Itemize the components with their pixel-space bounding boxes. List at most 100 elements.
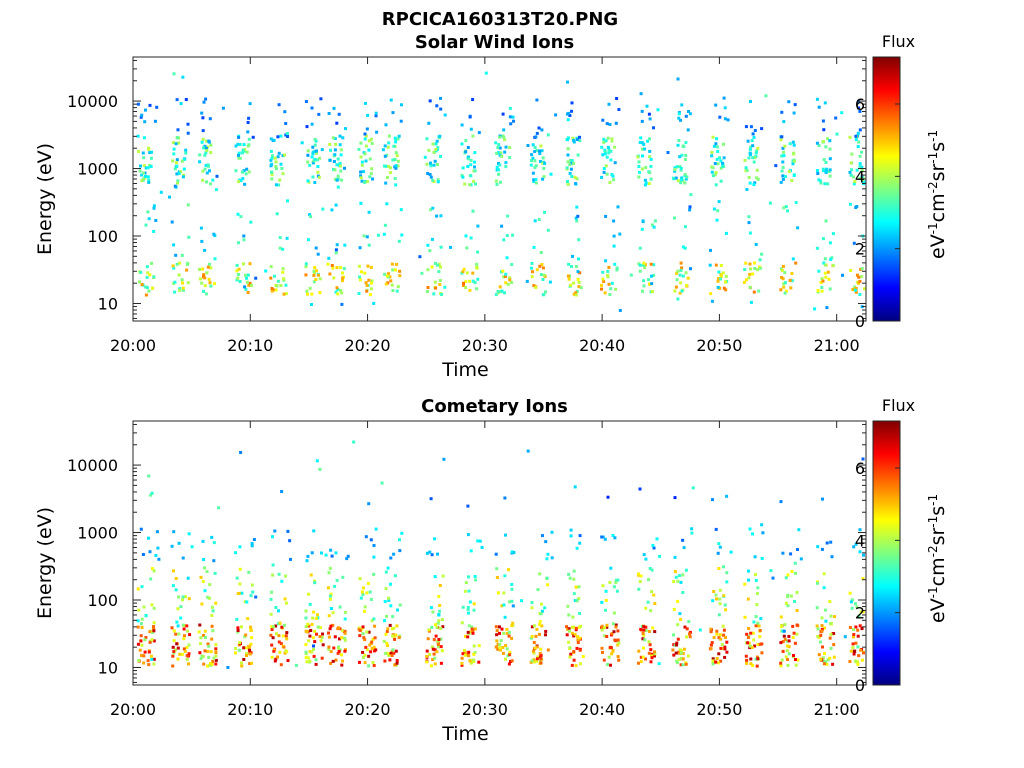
heatmap-cell — [755, 176, 759, 180]
heatmap-cell — [389, 556, 393, 560]
heatmap-cell — [462, 267, 466, 271]
heatmap-cell — [779, 180, 783, 184]
heatmap-cell — [746, 139, 750, 143]
heatmap-cell — [681, 538, 685, 542]
heatmap-cell — [391, 111, 395, 115]
heatmap-cell — [477, 131, 481, 135]
heatmap-cell — [717, 277, 721, 280]
heatmap-cell — [202, 558, 206, 561]
heatmap-cell — [249, 628, 253, 632]
heatmap-cell — [616, 629, 620, 633]
heatmap-cell — [652, 225, 656, 229]
heatmap-cell — [505, 631, 509, 635]
heatmap-cell — [643, 147, 647, 151]
heatmap-cell — [721, 624, 725, 628]
heatmap-cell — [576, 153, 580, 157]
heatmap-cell — [761, 531, 765, 535]
heatmap-cell — [336, 174, 340, 178]
heatmap-cell — [569, 652, 573, 656]
heatmap-cell — [311, 152, 315, 156]
heatmap-cell — [467, 611, 470, 615]
unit-base: cm — [927, 193, 949, 222]
heatmap-cell — [312, 654, 316, 658]
heatmap-cell — [310, 155, 314, 159]
colorbar-tick-label: 4 — [855, 531, 865, 550]
heatmap-cell — [538, 149, 541, 153]
heatmap-cell — [206, 265, 210, 269]
heatmap-cell — [203, 167, 207, 171]
heatmap-cell — [172, 152, 176, 156]
heatmap-cell — [534, 285, 538, 289]
heatmap-cell — [820, 289, 824, 293]
heatmap-cell — [341, 276, 345, 280]
heatmap-cell — [209, 662, 212, 665]
heatmap-cell — [709, 248, 712, 252]
heatmap-cell — [146, 166, 150, 170]
heatmap-cell — [824, 145, 828, 149]
heatmap-cell — [828, 168, 832, 172]
heatmap-cell — [712, 590, 716, 593]
heatmap-cell — [829, 633, 833, 636]
heatmap-cell — [139, 115, 143, 119]
heatmap-cell — [462, 284, 466, 287]
heatmap-cell — [138, 648, 142, 652]
heatmap-cell — [791, 635, 795, 639]
heatmap-cell — [395, 624, 399, 628]
heatmap-cell — [615, 589, 619, 593]
heatmap-cell — [606, 145, 610, 149]
heatmap-cell — [530, 261, 534, 265]
heatmap-cell — [572, 281, 576, 285]
heatmap-cell — [305, 125, 309, 129]
heatmap-cell — [286, 135, 289, 138]
heatmap-cell — [480, 546, 484, 549]
heatmap-cell — [397, 636, 401, 640]
heatmap-cell — [247, 283, 251, 287]
heatmap-cell — [319, 97, 323, 101]
heatmap-cell — [502, 238, 506, 242]
heatmap-cell — [234, 647, 238, 650]
heatmap-cell — [535, 659, 538, 663]
heatmap-cell — [716, 551, 720, 555]
heatmap-cell — [247, 570, 251, 574]
heatmap-cell — [526, 144, 530, 147]
heatmap-cell — [857, 275, 861, 279]
heatmap-cell — [370, 141, 374, 145]
heatmap-cell — [400, 233, 404, 237]
heatmap-cell — [358, 577, 362, 581]
heatmap-cell — [341, 279, 344, 283]
heatmap-cell — [360, 163, 364, 167]
heatmap-cell — [249, 220, 253, 224]
heatmap-cell — [676, 77, 680, 81]
heatmap-cell — [816, 172, 820, 175]
heatmap-cell — [642, 261, 646, 265]
heatmap-cell — [544, 633, 547, 637]
heatmap-cell — [779, 661, 783, 665]
heatmap-cell — [244, 273, 247, 277]
heatmap-cell — [363, 638, 367, 642]
heatmap-cell — [531, 270, 534, 274]
heatmap-cell — [316, 252, 320, 256]
heatmap-cell — [725, 650, 729, 654]
heatmap-cell — [180, 159, 184, 163]
heatmap-cell — [335, 286, 339, 290]
heatmap-cell — [540, 149, 544, 153]
heatmap-cell — [857, 100, 861, 104]
heatmap-cell — [749, 125, 753, 129]
heatmap-cell — [537, 126, 541, 130]
heatmap-cell — [542, 166, 546, 170]
heatmap-cell — [503, 615, 507, 619]
heatmap-cell — [795, 591, 799, 594]
heatmap-cell — [173, 290, 177, 294]
heatmap-cell — [723, 647, 727, 651]
heatmap-cell — [640, 109, 644, 113]
heatmap-cell — [370, 640, 374, 644]
heatmap-cell — [821, 645, 824, 649]
heatmap-cell — [305, 660, 309, 664]
heatmap-cell — [790, 272, 794, 275]
heatmap-cell — [637, 175, 641, 179]
unit-base: eV — [927, 598, 949, 623]
heatmap-cell — [544, 290, 547, 294]
heatmap-cell — [601, 153, 605, 157]
heatmap-cell — [747, 276, 751, 280]
heatmap-cell — [246, 144, 250, 148]
